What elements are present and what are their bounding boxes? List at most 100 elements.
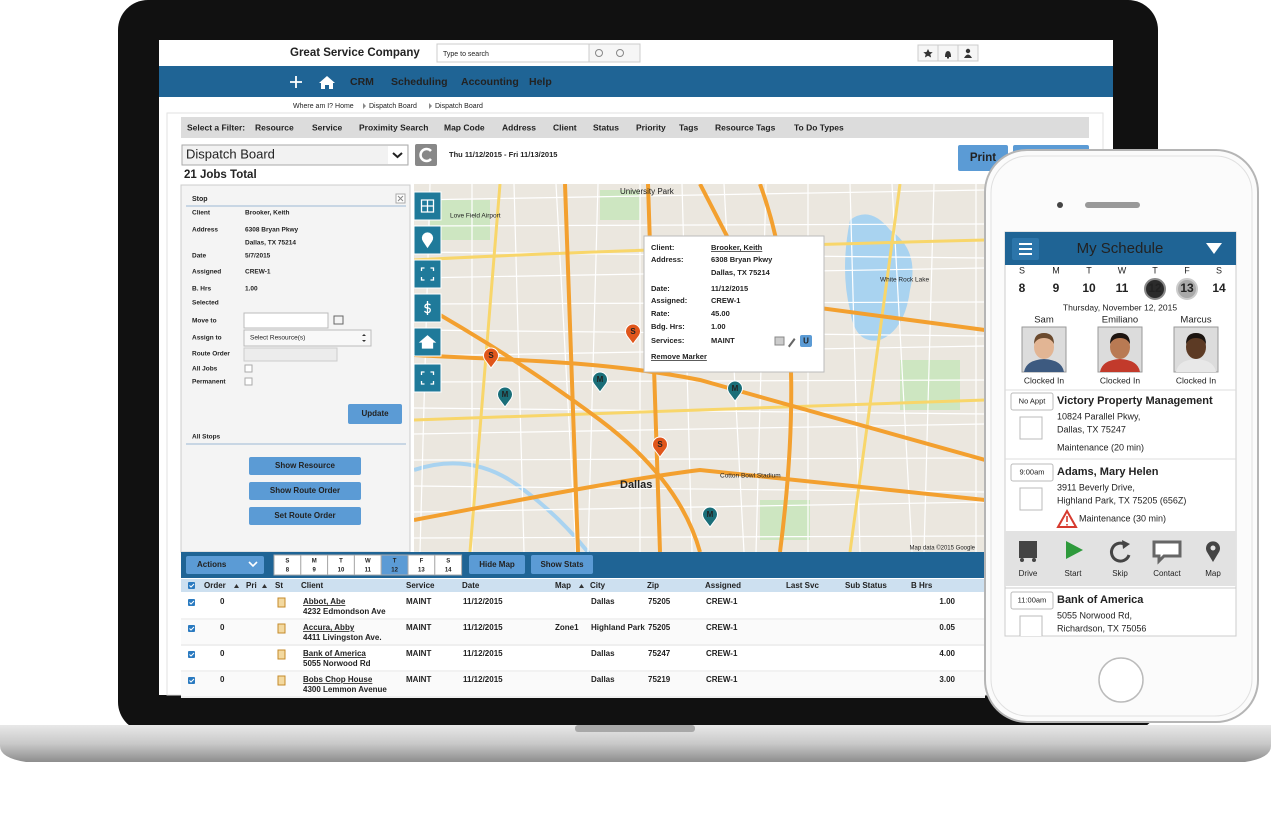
hide-map-button[interactable] <box>469 555 525 574</box>
row-checkbox[interactable] <box>188 582 195 589</box>
appt-checkbox[interactable] <box>1019 615 1043 638</box>
actions-button[interactable] <box>186 556 264 574</box>
map-marker[interactable] <box>727 380 743 402</box>
map-marker[interactable] <box>625 323 641 345</box>
popup-icon[interactable] <box>788 338 796 348</box>
action-icon[interactable] <box>1019 541 1037 558</box>
map-tool-button[interactable] <box>414 259 442 289</box>
map-marker[interactable] <box>483 347 499 369</box>
action-label[interactable]: Map <box>1205 569 1221 578</box>
breadcrumb-item[interactable]: Dispatch Board <box>435 103 483 110</box>
week-number[interactable]: 14 <box>1212 281 1226 295</box>
update-button[interactable] <box>348 404 402 424</box>
filter-item[interactable]: Resource Tags <box>715 122 776 132</box>
column-header[interactable]: Order <box>204 581 226 590</box>
action-icon[interactable] <box>1110 541 1131 563</box>
popup-icon[interactable] <box>774 336 785 346</box>
filter-item[interactable]: To Do Types <box>794 122 844 132</box>
week-number[interactable]: 12 <box>1148 281 1162 295</box>
column-header[interactable]: City <box>590 581 606 590</box>
filter-item[interactable]: Tags <box>679 122 698 132</box>
nav-item[interactable]: Help <box>529 76 552 88</box>
board-select[interactable] <box>181 144 409 166</box>
filter-item[interactable]: Service <box>312 122 343 132</box>
action-label[interactable]: Start <box>1065 569 1083 578</box>
search-icons[interactable] <box>588 43 641 63</box>
column-header[interactable]: Map <box>555 581 571 590</box>
phone-home-button[interactable] <box>1098 657 1144 703</box>
column-header[interactable]: Service <box>406 581 435 590</box>
permanent-checkbox[interactable] <box>244 377 253 386</box>
popup-badge-box[interactable] <box>800 335 812 347</box>
row-checkbox[interactable] <box>188 651 195 658</box>
column-header[interactable]: Sub Status <box>845 581 887 590</box>
client-link[interactable]: Bank of America <box>303 649 366 658</box>
client-link[interactable]: Bobs Chop House <box>303 675 373 684</box>
user-icon <box>964 54 972 58</box>
filter-item[interactable]: Status <box>593 122 619 132</box>
map-marker[interactable] <box>497 386 513 408</box>
row-checkbox[interactable] <box>188 599 195 606</box>
action-label[interactable]: Contact <box>1153 569 1181 578</box>
skip-arrowhead <box>1122 540 1130 549</box>
week-number[interactable]: 13 <box>1180 281 1194 295</box>
action-icon[interactable] <box>1066 541 1083 559</box>
map-marker[interactable] <box>652 436 668 458</box>
calendar-icon[interactable] <box>333 315 344 325</box>
week-number[interactable]: 11 <box>1116 281 1129 295</box>
map-marker[interactable] <box>702 506 718 528</box>
action-label[interactable]: Drive <box>1019 569 1038 578</box>
column-header[interactable]: Date <box>462 581 480 590</box>
remove-marker[interactable]: Remove Marker <box>651 352 707 361</box>
filter-item[interactable]: Proximity Search <box>359 122 428 132</box>
breadcrumb-item[interactable]: Dispatch Board <box>369 103 417 110</box>
filter-item[interactable]: Client <box>553 122 577 132</box>
nav-item[interactable]: CRM <box>350 76 374 88</box>
week-number[interactable]: 10 <box>1082 281 1096 295</box>
column-header[interactable]: Pri <box>246 581 257 590</box>
select-arrow-box <box>388 146 407 164</box>
row-checkbox[interactable] <box>188 625 195 632</box>
panel-button[interactable] <box>249 507 361 525</box>
dropdown-icon[interactable] <box>1206 243 1222 254</box>
column-header[interactable]: St <box>275 581 283 590</box>
column-header[interactable]: Assigned <box>705 581 741 590</box>
refresh-button[interactable] <box>415 144 437 166</box>
action-icon[interactable] <box>1152 540 1182 565</box>
move-to-input[interactable] <box>243 312 329 329</box>
column-header[interactable]: Zip <box>647 581 659 590</box>
filter-item[interactable]: Address <box>502 122 536 132</box>
nav-item[interactable]: Scheduling <box>391 76 448 88</box>
show-stats-button[interactable] <box>531 555 593 574</box>
add-icon[interactable] <box>290 76 302 88</box>
action-icon[interactable] <box>1206 541 1220 562</box>
column-header[interactable]: Last Svc <box>786 581 819 590</box>
all-jobs-checkbox[interactable] <box>244 364 253 373</box>
appt-name[interactable]: Bank of America <box>1057 594 1144 606</box>
map-marker[interactable] <box>592 371 608 393</box>
home-icon[interactable] <box>319 76 335 89</box>
week-number[interactable]: 8 <box>1019 281 1026 295</box>
appt-name[interactable]: Victory Property Management <box>1057 395 1213 407</box>
popup-value[interactable]: Brooker, Keith <box>711 243 763 252</box>
appt-checkbox[interactable] <box>1019 487 1043 511</box>
week-number[interactable]: 9 <box>1053 281 1060 295</box>
day-cell[interactable] <box>434 554 463 576</box>
filter-item[interactable]: Map Code <box>444 122 485 132</box>
row-background <box>181 672 985 698</box>
assign-select[interactable] <box>243 329 372 347</box>
appt-checkbox[interactable] <box>1019 416 1043 440</box>
map-tool-button[interactable] <box>414 363 442 393</box>
client-link[interactable]: Accura, Abby <box>303 623 355 632</box>
column-header[interactable]: B Hrs <box>911 581 933 590</box>
panel-button[interactable] <box>249 482 361 500</box>
filter-item[interactable]: Priority <box>636 122 666 132</box>
column-header[interactable]: Client <box>301 581 324 590</box>
action-label[interactable]: Skip <box>1112 569 1128 578</box>
nav-item[interactable]: Accounting <box>461 76 519 88</box>
filter-item[interactable]: Resource <box>255 122 294 132</box>
row-checkbox[interactable] <box>188 677 195 684</box>
appt-name[interactable]: Adams, Mary Helen <box>1057 466 1159 478</box>
panel-button[interactable] <box>249 457 361 475</box>
client-link[interactable]: Abbot, Abe <box>303 597 346 606</box>
